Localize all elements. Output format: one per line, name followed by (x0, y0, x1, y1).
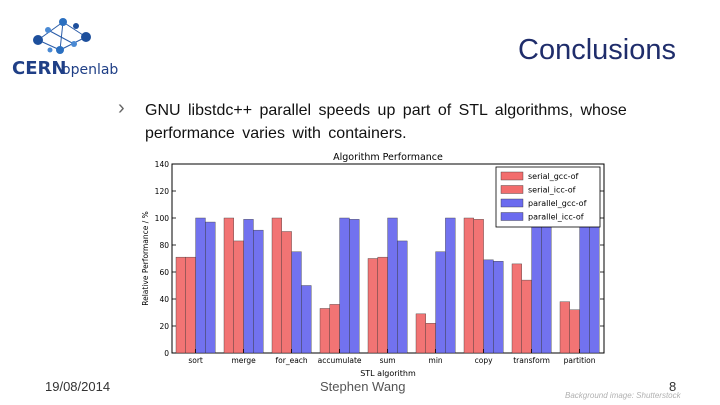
footer-date: 19/08/2014 (45, 379, 111, 394)
bar-serial_gcc-of-copy (463, 217, 475, 354)
bar-serial_icc-of-transform (521, 279, 532, 354)
bar-serial_icc-of-accumulate (329, 304, 340, 354)
logo-text-openlab: openlab (62, 62, 118, 78)
legend-swatch-serial_gcc-of (500, 171, 524, 181)
bar-parallel_gcc-of-transform (531, 217, 542, 354)
x-tick-label-partition: partition (564, 356, 596, 365)
bar-serial_icc-of-copy (473, 219, 484, 354)
x-tick-label-merge: merge (231, 356, 256, 365)
bar-parallel_icc-of-copy (493, 260, 504, 354)
bar-serial_icc-of-for_each (281, 231, 292, 354)
legend-swatch-parallel_icc-of (500, 212, 524, 221)
logo-text: CERN (12, 58, 66, 79)
footer-author: Stephen Wang (320, 379, 406, 394)
bar-parallel_icc-of-merge (253, 229, 264, 354)
bar-parallel_gcc-of-min (435, 251, 446, 354)
bar-serial_gcc-of-for_each (271, 217, 283, 354)
bar-parallel_gcc-of-sum (387, 217, 398, 354)
y-tick-label: 40 (159, 295, 169, 304)
legend-swatch-parallel_gcc-of (500, 198, 524, 208)
bullet-text: GNU libstdc++ parallel speeds up part of… (145, 102, 627, 142)
x-tick-label-for_each: for_each (276, 356, 308, 365)
bar-serial_icc-of-merge (233, 240, 244, 354)
bar-parallel_icc-of-sum (397, 240, 408, 354)
legend-label-parallel_gcc-of: parallel_gcc-of (528, 199, 587, 208)
bar-serial_gcc-of-min (415, 313, 427, 354)
cern-openlab-logo: CERN openlab (12, 18, 118, 79)
legend-label-serial_gcc-of: serial_gcc-of (528, 172, 579, 181)
bar-parallel_gcc-of-accumulate (339, 217, 350, 354)
bar-parallel_icc-of-sort (205, 221, 216, 354)
bar-parallel_icc-of-accumulate (349, 219, 360, 354)
legend-label-parallel_icc-of: parallel_icc-of (528, 213, 584, 222)
x-axis-label: STL algorithm (360, 369, 416, 378)
bar-serial_icc-of-sum (377, 256, 388, 354)
bar-serial_icc-of-partition (569, 309, 580, 354)
algorithm-performance-chart: Algorithm Performance Relative Performanc… (141, 152, 605, 378)
bar-serial_icc-of-min (425, 323, 436, 354)
legend-label-serial_icc-of: serial_icc-of (528, 186, 576, 195)
x-tick-label-transform: transform (513, 356, 550, 365)
x-tick-label-min: min (429, 356, 443, 365)
y-tick-label: 140 (155, 160, 170, 169)
y-tick-label: 100 (155, 214, 170, 223)
bar-parallel_gcc-of-sort (195, 217, 206, 354)
chart-title: Algorithm Performance (333, 152, 443, 163)
bar-parallel_icc-of-min (445, 217, 456, 354)
x-tick-label-accumulate: accumulate (318, 356, 362, 365)
bar-parallel_gcc-of-for_each (291, 251, 302, 354)
y-axis-label: Relative Performance / % (141, 211, 150, 306)
legend-swatch-serial_icc-of (500, 185, 524, 194)
bullet-chevron-icon: › (118, 97, 125, 119)
bar-parallel_gcc-of-copy (483, 259, 494, 354)
bar-serial_gcc-of-partition (559, 301, 571, 354)
y-tick-label: 60 (159, 268, 169, 277)
x-tick-label-sum: sum (380, 356, 396, 365)
bar-serial_gcc-of-sum (367, 258, 379, 354)
bar-parallel_gcc-of-partition (579, 217, 590, 354)
y-tick-label: 20 (159, 322, 169, 331)
slide-title: Conclusions (518, 34, 676, 66)
bar-serial_gcc-of-accumulate (319, 308, 331, 354)
y-tick-label: 0 (164, 349, 169, 358)
footer-page-number: 8 (669, 379, 677, 394)
bar-parallel_icc-of-partition (589, 217, 600, 354)
y-tick-label: 120 (155, 187, 170, 196)
bar-parallel_icc-of-for_each (301, 285, 312, 354)
bar-serial_gcc-of-merge (223, 217, 235, 354)
x-tick-label-copy: copy (475, 356, 493, 365)
footer-image-credit: Background image: Shutterstock (565, 391, 681, 400)
bar-parallel_icc-of-transform (541, 217, 552, 354)
bar-serial_icc-of-sort (185, 256, 196, 354)
x-tick-label-sort: sort (188, 356, 203, 365)
logo-network-icon (33, 18, 91, 54)
bar-parallel_gcc-of-merge (243, 219, 254, 354)
bar-serial_gcc-of-sort (175, 256, 187, 354)
bar-serial_gcc-of-transform (511, 263, 523, 354)
y-tick-label: 80 (159, 241, 169, 250)
